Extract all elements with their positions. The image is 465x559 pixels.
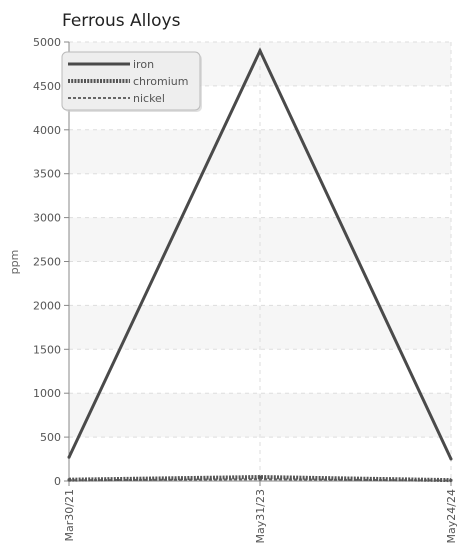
plot-band [69, 129, 451, 174]
y-tick-label: 1500 [33, 343, 61, 356]
data-point-iron [449, 457, 453, 461]
y-tick-label: 0 [54, 475, 61, 488]
y-tick-label: 3000 [33, 212, 61, 225]
x-tick-labels: Mar30/21 May31/23 May24/24 [63, 489, 458, 543]
x-tick-label: May24/24 [445, 489, 458, 543]
x-tick-label: Mar30/21 [63, 489, 76, 541]
y-tick-label: 4000 [33, 124, 61, 137]
data-point-chromium [67, 478, 71, 482]
y-tick-label: 500 [40, 431, 61, 444]
y-axis-label: ppm [8, 250, 21, 275]
data-point-chromium [258, 475, 262, 479]
chart-title: Ferrous Alloys [62, 11, 181, 31]
data-point-iron [67, 455, 71, 459]
data-point-chromium [449, 478, 453, 482]
legend-label-iron: iron [133, 58, 154, 71]
plot-band [69, 305, 451, 350]
y-tick-label: 2000 [33, 299, 61, 312]
y-tick-label: 5000 [33, 36, 61, 49]
y-tick-labels: 0 500 1000 1500 2000 2500 3000 3500 4000 4500 5000 [33, 36, 61, 488]
y-tick-label: 2500 [33, 256, 61, 269]
y-tick-label: 3500 [33, 168, 61, 181]
plot-band [69, 393, 451, 438]
legend-label-nickel: nickel [133, 92, 165, 105]
legend-label-chromium: chromium [133, 75, 189, 88]
series-lines [67, 47, 453, 483]
legend: iron chromium nickel [61, 51, 202, 112]
plot-band [69, 217, 451, 262]
legend-box [61, 51, 201, 111]
data-point-iron [258, 49, 262, 53]
series-line-chromium [68, 475, 452, 483]
y-tick-label: 1000 [33, 387, 61, 400]
x-tick-label: May31/23 [254, 489, 267, 543]
y-tick-label: 4500 [33, 80, 61, 93]
